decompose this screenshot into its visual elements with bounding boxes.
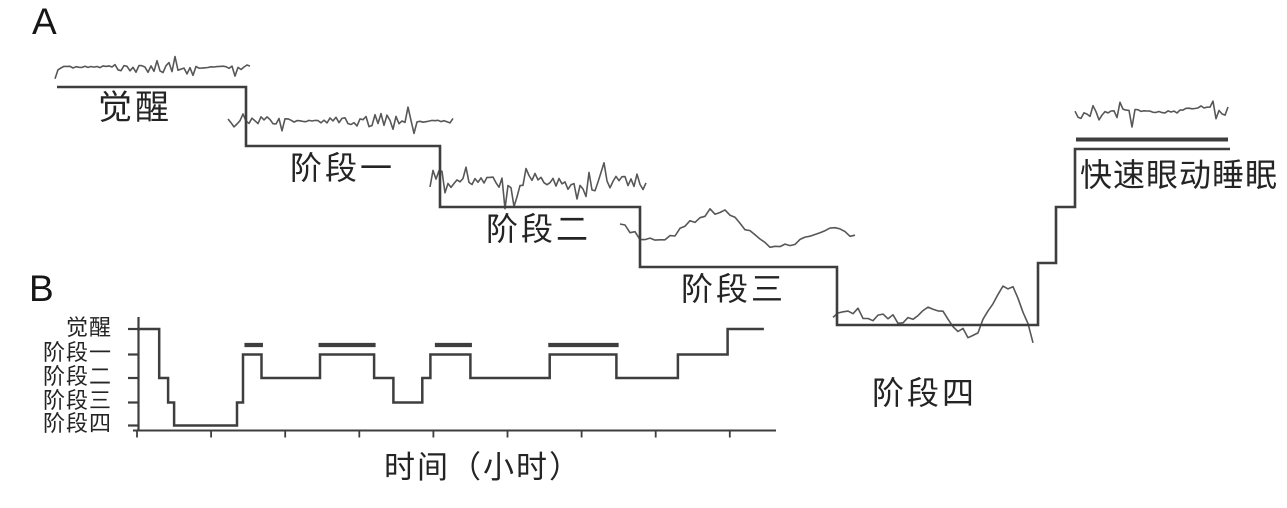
hypnogram-ylabel-wake: 觉醒 [65,315,112,340]
eeg-trace-rem [1074,100,1229,128]
panel-a-stage2-label: 阶段二 [486,211,592,247]
panel-a-stage4-label: 阶段四 [872,375,978,411]
hypnogram-ylabel-stage4: 阶段四 [42,411,112,436]
eeg-trace-stage4 [832,285,1034,344]
panel-a-stage3-label: 阶段三 [681,271,787,307]
eeg-trace-stage1 [227,106,454,135]
eeg-trace-stage2 [429,162,647,210]
hypnogram-ylabel-stage2: 阶段二 [42,364,112,389]
panel-a-rem-label: 快速眼动睡眠 [1080,157,1279,193]
hypnogram-step-line [137,327,764,427]
panel-a-stage1-label: 阶段一 [290,150,396,186]
hypnogram-ylabel-stage3: 阶段三 [42,388,112,413]
panel-b-label: B [29,268,54,309]
hypnogram-x-axis-title: 时间（小时） [384,450,582,485]
eeg-trace-stage3 [619,208,856,249]
panel-a-label: A [32,1,57,42]
eeg-trace-wake [54,55,251,80]
panel-a-wake-label: 觉醒 [98,90,172,127]
hypnogram-ylabel-stage1: 阶段一 [42,340,112,365]
stage-staircase-line [57,85,1230,327]
